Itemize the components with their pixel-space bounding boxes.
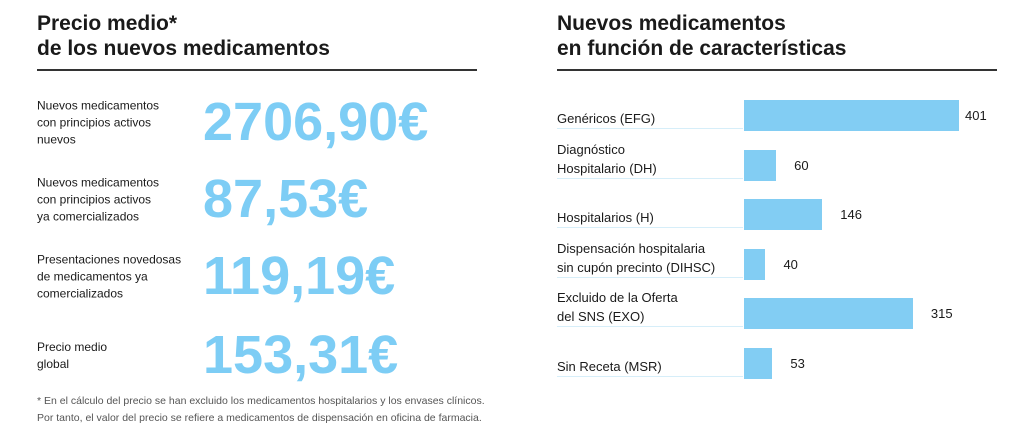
chart-title: Nuevos medicamentos en función de caract… — [557, 12, 847, 60]
bar — [744, 100, 959, 131]
bar — [744, 150, 777, 181]
price-label: Precio medio global — [37, 340, 108, 371]
bar-value-label: 53 — [790, 356, 805, 371]
price-row: Nuevos medicamentos con principios activ… — [37, 168, 477, 230]
bar — [744, 249, 766, 280]
price-row: Presentaciones novedosas de medicamentos… — [37, 245, 477, 307]
bar-category-label: Dispensación hospitalaria sin cupón prec… — [557, 239, 743, 278]
bar-row: Dispensación hospitalaria sin cupón prec… — [557, 241, 997, 281]
bar-row: Excluido de la Oferta del SNS (EXO) 315 — [557, 290, 997, 330]
price-value: 2706,90€ — [203, 91, 429, 152]
footnote: * En el cálculo del precio se han exclui… — [37, 395, 485, 424]
bar-category-label: Sin Receta (MSR) — [557, 357, 743, 377]
bar-row: Diagnóstico Hospitalario (DH) 60 — [557, 142, 997, 182]
price-row: Nuevos medicamentos con principios activ… — [37, 91, 477, 153]
bar-row: Sin Receta (MSR) 53 — [557, 348, 997, 380]
price-label: Nuevos medicamentos con principios activ… — [37, 175, 160, 224]
bar-row: Hospitalarios (H) 146 — [557, 199, 997, 231]
bar-category-label: Genéricos (EFG) — [557, 109, 743, 129]
bar-value-label: 315 — [930, 306, 953, 321]
bar — [744, 298, 913, 329]
bar — [744, 199, 823, 230]
bar-category-label: Excluido de la Oferta del SNS (EXO) — [557, 288, 743, 327]
bar — [744, 348, 773, 379]
bar-value-label: 40 — [783, 257, 798, 272]
left-title-rule — [37, 69, 477, 71]
price-row: Precio medio global 153,31€ — [37, 324, 477, 386]
left-title: Precio medio* de los nuevos medicamentos — [37, 12, 330, 60]
bar-row: Genéricos (EFG) 401 — [557, 100, 997, 132]
bar-value-label: 146 — [840, 207, 862, 222]
price-value: 87,53€ — [203, 168, 369, 229]
bar-value-label: 401 — [965, 108, 987, 123]
price-value: 119,19€ — [203, 245, 396, 306]
price-label: Presentaciones novedosas de medicamentos… — [37, 252, 182, 301]
bar-category-label: Diagnóstico Hospitalario (DH) — [557, 140, 743, 179]
bar-value-label: 60 — [794, 158, 809, 173]
price-label: Nuevos medicamentos con principios activ… — [37, 98, 160, 147]
price-value: 153,31€ — [203, 324, 399, 385]
chart-title-rule — [557, 69, 997, 71]
bar-category-label: Hospitalarios (H) — [557, 208, 743, 228]
